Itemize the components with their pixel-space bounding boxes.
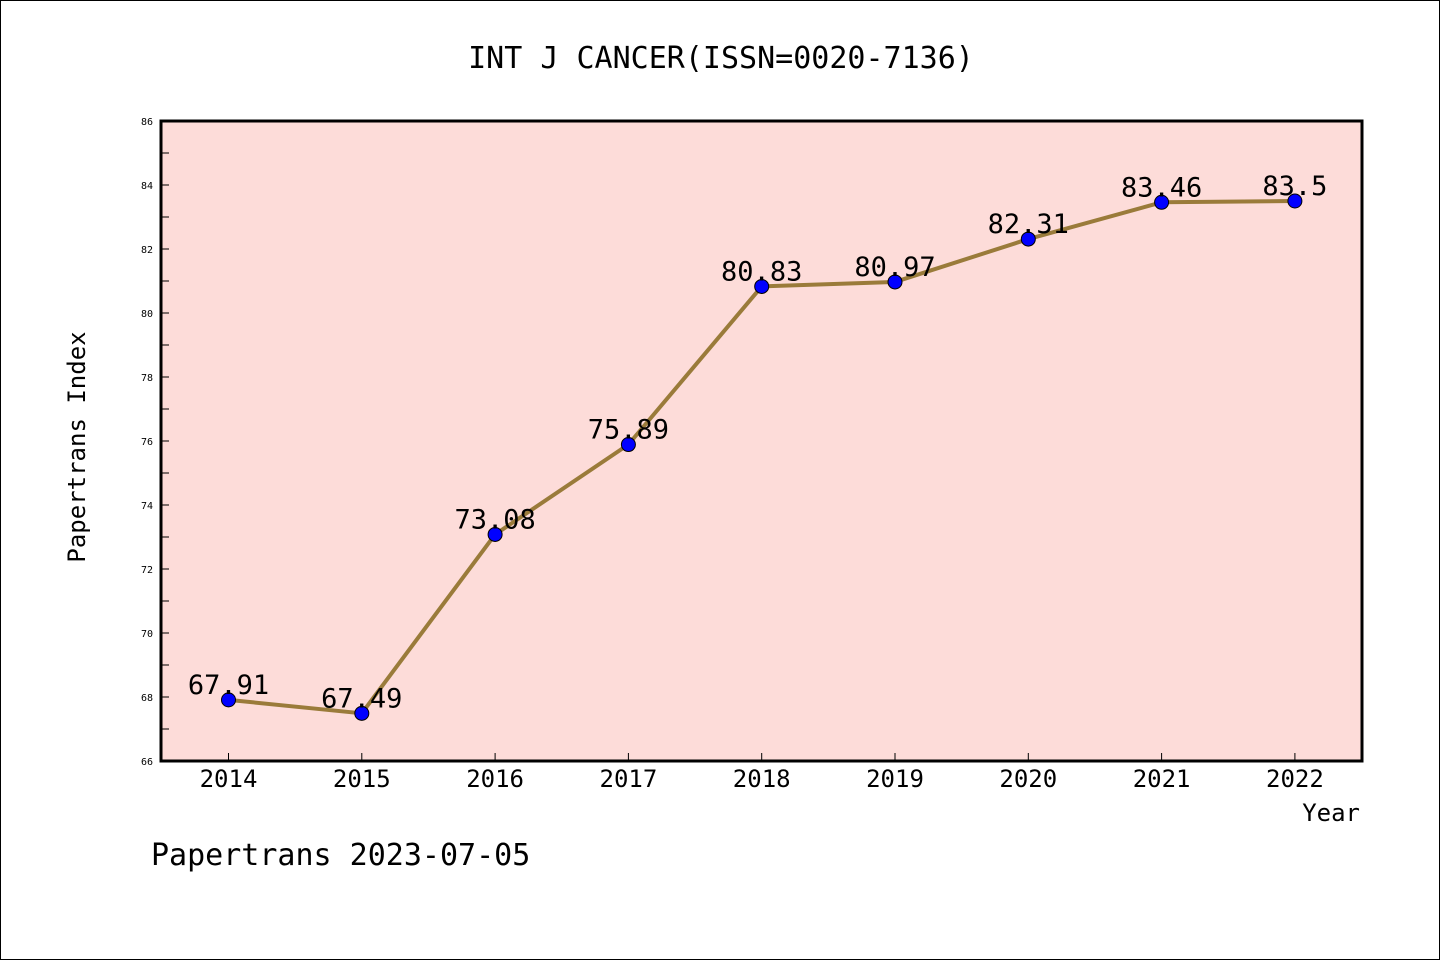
y-tick-label: 82: [141, 245, 153, 256]
x-tick-label: 2017: [600, 765, 658, 793]
y-tick-label: 66: [141, 757, 153, 768]
footnote: Papertrans 2023-07-05: [151, 838, 530, 873]
data-point: [221, 692, 236, 708]
data-label: 80.97: [854, 252, 935, 283]
y-tick-label: 84: [141, 181, 153, 192]
x-axis-label: Year: [1302, 799, 1360, 827]
x-tick-label: 2015: [333, 765, 391, 793]
data-label: 67.49: [321, 683, 402, 714]
data-point: [887, 274, 903, 290]
y-tick-label: 70: [141, 629, 153, 640]
data-point: [1154, 194, 1170, 210]
data-series: [221, 193, 1303, 721]
x-axis-ticks: 2014 2015 2016 2017 2018 2019 2020 2021 2022: [200, 753, 1324, 793]
y-tick-label: 80: [141, 309, 153, 320]
x-tick-label: 2014: [200, 765, 258, 793]
x-tick-label: 2019: [866, 765, 924, 793]
x-tick-label: 2022: [1266, 765, 1324, 793]
data-label: 67.91: [188, 670, 269, 701]
y-tick-label: 78: [141, 373, 153, 384]
x-tick-label: 2021: [1133, 765, 1191, 793]
y-axis-ticks: 66 68 70 72 74 76 78 80 82 84 86: [141, 117, 169, 768]
data-label: 80.83: [721, 256, 802, 287]
x-tick-label: 2020: [999, 765, 1057, 793]
x-tick-label: 2018: [733, 765, 791, 793]
x-tick-label: 2016: [466, 765, 524, 793]
data-label: 83.46: [1121, 172, 1202, 203]
data-label: 75.89: [588, 415, 669, 446]
y-axis-label: Papertrans Index: [63, 331, 91, 562]
data-point: [1020, 231, 1036, 247]
data-label: 73.08: [454, 504, 535, 535]
y-tick-label: 68: [141, 693, 153, 704]
data-point: [354, 705, 370, 721]
data-point: [620, 437, 636, 453]
plot-border: [159, 119, 1364, 763]
data-point: [1287, 193, 1303, 209]
data-labels: 67.91 67.49 73.08 75.89 80.83 80.97 82.31 83.46…: [188, 171, 1328, 714]
y-tick-label: 76: [141, 437, 153, 448]
plot-area: [161, 121, 1362, 761]
chart-title: INT J CANCER(ISSN=0020-7136): [468, 41, 974, 76]
data-label: 83.5: [1262, 171, 1327, 202]
y-tick-label: 72: [141, 565, 153, 576]
data-point: [754, 278, 770, 294]
data-label: 82.31: [988, 209, 1069, 240]
y-tick-label: 86: [141, 117, 153, 128]
y-tick-label: 74: [141, 501, 153, 512]
data-point: [487, 526, 503, 542]
